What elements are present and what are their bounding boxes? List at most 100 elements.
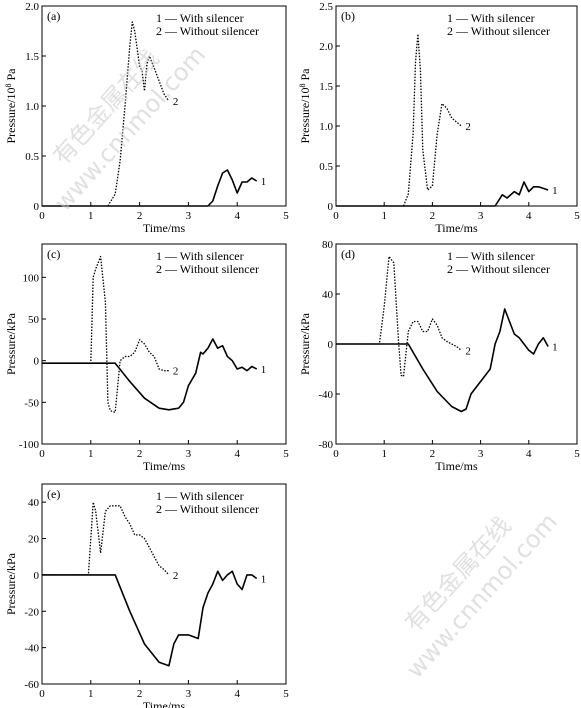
chart-panel-e: 0 1 2 3 4 5 -60 -40 -20 0 20 40 Time/ms Pressure/kPa (… <box>4 483 289 708</box>
y-tick-label: 50 <box>28 314 40 326</box>
y-axis-label: Pressure/kPa <box>298 312 312 375</box>
legend-entry: 1 — With silencer <box>156 11 244 25</box>
x-tick-label: 0 <box>39 210 45 222</box>
x-tick-label: 5 <box>574 210 580 222</box>
y-tick-label: 40 <box>28 497 40 509</box>
y-axis-label: Pressure/108 Pa <box>4 68 19 144</box>
y-tick-label: 0 <box>34 201 40 213</box>
series-line-with-silencer <box>336 308 549 413</box>
y-tick-label: 2.0 <box>25 1 39 13</box>
x-tick-label: 2 <box>137 688 143 700</box>
x-tick-label: 0 <box>39 688 45 700</box>
y-tick-label: 2.0 <box>319 41 333 53</box>
y-tick-label: 1.5 <box>319 81 333 93</box>
panel-label: (e) <box>47 487 60 501</box>
x-tick-label: 1 <box>88 448 94 460</box>
y-axis-label: Pressure/108 Pa <box>298 68 313 144</box>
x-tick-label: 2 <box>430 448 436 460</box>
series-line-without-silencer <box>42 501 170 576</box>
y-tick-label: -80 <box>318 439 333 451</box>
y-axis-label: Pressure/kPa <box>4 312 18 375</box>
x-axis-label: Time/ms <box>435 459 478 473</box>
series-line-without-silencer <box>402 33 462 207</box>
series-line-without-silencer <box>107 21 170 207</box>
y-tick-label: -50 <box>24 397 39 409</box>
x-tick-label: 5 <box>283 210 289 222</box>
y-tick-label: 80 <box>322 239 334 251</box>
x-tick-label: 0 <box>39 448 45 460</box>
curve-number-label: 1 <box>552 185 558 197</box>
legend-entry: 2 — Without silencer <box>156 262 259 276</box>
chart-panel-a: 0 1 2 3 4 5 0 0.5 1.0 1.5 2.0 Time/ms Pressure/108 P… <box>4 1 290 235</box>
y-tick-label: 100 <box>23 272 40 284</box>
legend-entry: 1 — With silencer <box>156 489 244 503</box>
curve-number-label: 1 <box>261 574 267 586</box>
y-tick-label: 1.0 <box>319 121 333 133</box>
x-tick-label: 3 <box>186 688 192 700</box>
y-tick-label: 0 <box>34 570 40 582</box>
panel-label: (d) <box>341 247 355 261</box>
panel-label: (a) <box>47 9 60 23</box>
y-tick-label: -40 <box>318 389 333 401</box>
x-tick-label: 5 <box>283 448 289 460</box>
x-tick-label: 3 <box>478 210 484 222</box>
y-tick-label: -40 <box>24 643 39 655</box>
panel-label: (b) <box>341 9 355 23</box>
legend-entry: 1 — With silencer <box>447 11 535 25</box>
legend-entry: 2 — Without silencer <box>156 502 259 516</box>
y-tick-label: 2.5 <box>319 1 333 13</box>
plot-frame <box>41 483 287 685</box>
y-tick-label: 1.0 <box>25 101 39 113</box>
plot-frame <box>41 243 287 445</box>
x-tick-label: 0 <box>333 448 339 460</box>
series-line-with-silencer <box>42 338 258 411</box>
x-tick-label: 5 <box>574 448 580 460</box>
x-tick-label: 3 <box>186 448 192 460</box>
series-line-without-silencer <box>42 255 169 413</box>
series-line-without-silencer <box>336 255 462 378</box>
y-tick-label: -20 <box>24 606 39 618</box>
panel-label: (c) <box>47 247 60 261</box>
x-tick-label: 4 <box>234 448 240 460</box>
legend-entry: 2 — Without silencer <box>156 24 259 38</box>
series-line-with-silencer <box>336 181 549 207</box>
x-tick-label: 4 <box>234 688 240 700</box>
x-axis-label: Time/ms <box>143 221 186 235</box>
y-tick-label: 1.5 <box>25 51 39 63</box>
curve-number-label: 1 <box>261 176 267 188</box>
x-tick-label: 5 <box>283 688 289 700</box>
x-tick-label: 1 <box>88 210 94 222</box>
y-tick-label: 20 <box>28 534 40 546</box>
curve-number-label: 2 <box>173 570 179 582</box>
y-tick-label: -100 <box>19 439 40 451</box>
y-tick-label: -60 <box>24 679 39 691</box>
y-axis-label: Pressure/kPa <box>4 552 18 615</box>
x-axis-label: Time/ms <box>143 459 186 473</box>
x-tick-label: 2 <box>430 210 436 222</box>
chart-panel-d: 0 1 2 3 4 5 -80 -40 0 40 80 Time/ms Pressure/kPa (d) 1… <box>298 239 580 473</box>
x-tick-label: 1 <box>88 688 94 700</box>
x-tick-label: 4 <box>526 210 532 222</box>
series-line-with-silencer <box>42 570 258 667</box>
curve-number-label: 1 <box>552 342 558 354</box>
y-tick-label: 0 <box>328 339 334 351</box>
x-tick-label: 2 <box>137 210 143 222</box>
y-tick-label: 0 <box>34 356 40 368</box>
curve-number-label: 2 <box>173 96 179 108</box>
curve-number-label: 1 <box>261 364 267 376</box>
x-tick-label: 4 <box>526 448 532 460</box>
legend-entry: 1 — With silencer <box>447 249 535 263</box>
x-tick-label: 3 <box>186 210 192 222</box>
legend-entry: 1 — With silencer <box>156 249 244 263</box>
y-tick-label: 0 <box>328 201 334 213</box>
y-tick-label: 0.5 <box>25 151 39 163</box>
chart-panel-c: 0 1 2 3 4 5 -100 -50 0 50 100 Time/ms Pressure/kPa (c… <box>4 243 289 473</box>
chart-panel-b: 0 1 2 3 4 5 0 0.5 1.0 1.5 2.0 2.5 Time/ms Pressure/10… <box>298 1 581 235</box>
x-tick-label: 3 <box>478 448 484 460</box>
legend-entry: 2 — Without silencer <box>447 24 550 38</box>
x-tick-label: 1 <box>381 210 387 222</box>
